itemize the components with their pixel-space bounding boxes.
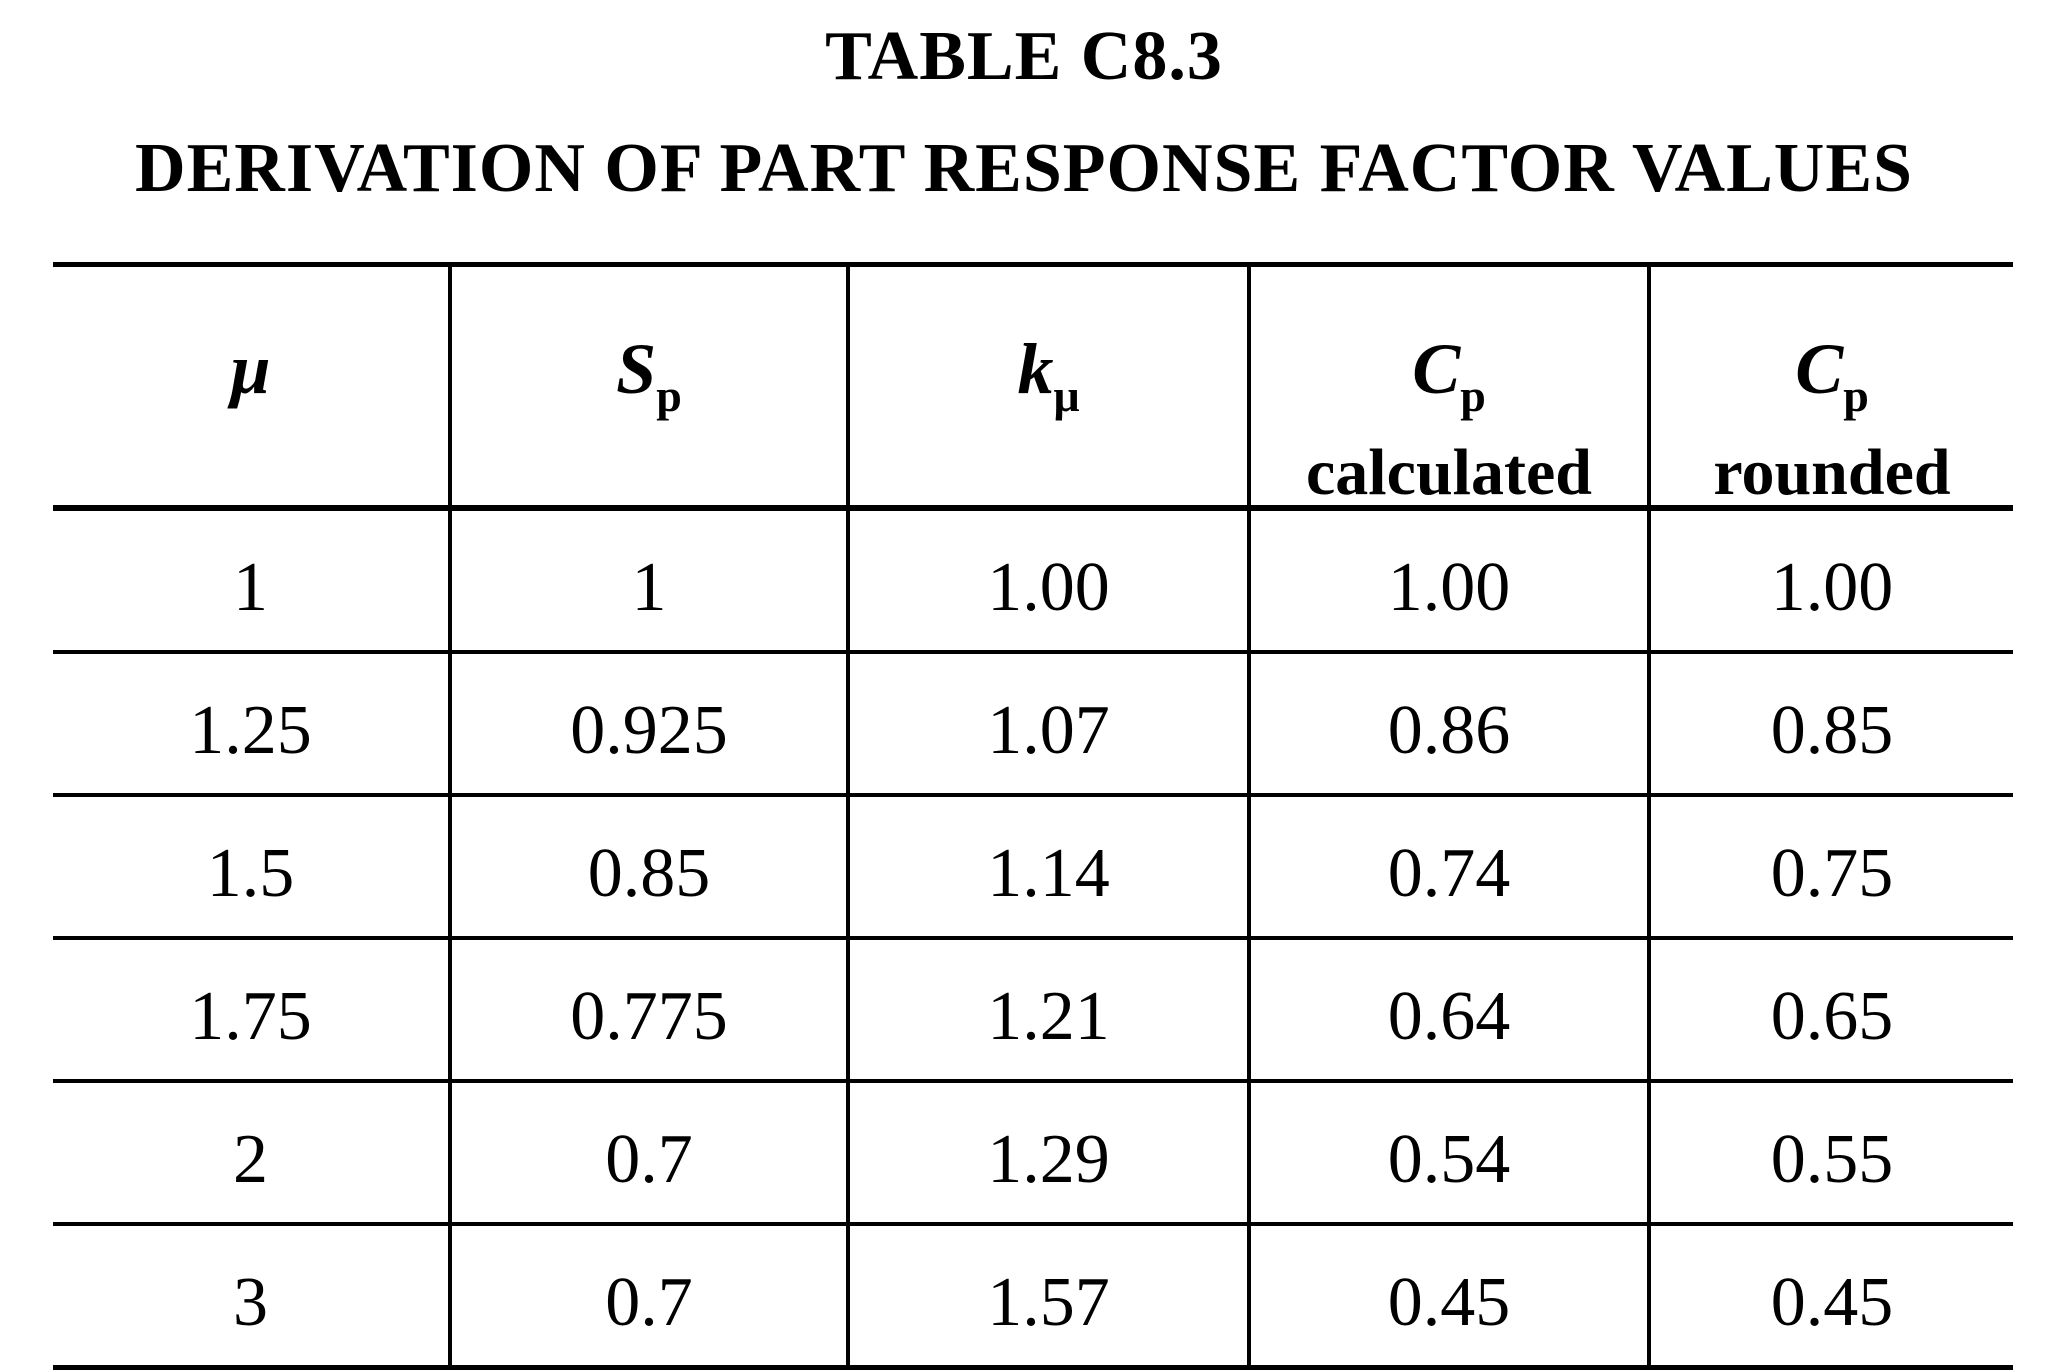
column-header-mu: μ [53,262,452,511]
table-cell: 0.7 [450,1224,850,1370]
table-cell: 1.21 [848,938,1251,1083]
kmu-symbol: k [1017,329,1054,409]
column-header-sp: Sp [450,262,850,511]
table-cell: 0.64 [1249,938,1651,1083]
mu-symbol: μ [230,329,271,409]
column-header-cp-rounded: Cp rounded [1649,262,2013,511]
sp-symbol: S [616,329,657,409]
response-factor-table: μ Sp kμ Cp calculated [53,262,2013,1370]
table-cell: 0.74 [1249,795,1651,940]
table-cell: 0.86 [1249,652,1651,797]
page-subtitle: DERIVATION OF PART RESPONSE FACTOR VALUE… [135,130,1913,207]
table-cell: 1.00 [848,508,1251,654]
kmu-subscript: μ [1053,370,1080,421]
table-cell: 0.45 [1649,1224,2013,1370]
table-cell: 1.14 [848,795,1251,940]
table-row: 2 0.7 1.29 0.54 0.55 [53,1081,2013,1226]
header-row: μ Sp kμ Cp calculated [53,262,2013,511]
table-cell: 0.55 [1649,1081,2013,1226]
table-row: 1.75 0.775 1.21 0.64 0.65 [53,938,2013,1083]
table-cell: 2 [53,1081,452,1226]
table-cell: 1.00 [1249,508,1651,654]
table-cell: 1 [450,508,850,654]
cp-calc-symbol: C [1412,329,1461,409]
table-cell: 1.29 [848,1081,1251,1226]
table-row: 3 0.7 1.57 0.45 0.45 [53,1224,2013,1370]
table-cell: 1.07 [848,652,1251,797]
cp-round-subscript: p [1843,370,1869,421]
table-cell: 0.85 [450,795,850,940]
table-row: 1.25 0.925 1.07 0.86 0.85 [53,652,2013,797]
column-header-cp-calculated: Cp calculated [1249,262,1651,511]
table-row: 1.5 0.85 1.14 0.74 0.75 [53,795,2013,940]
cp-round-sublabel: rounded [1713,436,1951,509]
table-cell: 1 [53,508,452,654]
sp-subscript: p [656,370,682,421]
table-cell: 0.85 [1649,652,2013,797]
table-cell: 1.5 [53,795,452,940]
table-cell: 0.7 [450,1081,850,1226]
table-cell: 1.75 [53,938,452,1083]
title-block: TABLE C8.3 DERIVATION OF PART RESPONSE F… [0,0,2048,212]
table-cell: 0.65 [1649,938,2013,1083]
table-cell: 0.54 [1249,1081,1651,1226]
column-header-kmu: kμ [848,262,1251,511]
cp-calc-sublabel: calculated [1306,436,1592,509]
page-title: TABLE C8.3 [825,18,1223,95]
cp-calc-subscript: p [1460,370,1486,421]
table-cell: 0.775 [450,938,850,1083]
table-cell: 0.925 [450,652,850,797]
table-cell: 1.00 [1649,508,2013,654]
table-cell: 0.45 [1249,1224,1651,1370]
table-cell: 1.57 [848,1224,1251,1370]
table-row: 1 1 1.00 1.00 1.00 [53,508,2013,654]
table-cell: 1.25 [53,652,452,797]
cp-round-symbol: C [1795,329,1844,409]
table-cell: 3 [53,1224,452,1370]
table-cell: 0.75 [1649,795,2013,940]
